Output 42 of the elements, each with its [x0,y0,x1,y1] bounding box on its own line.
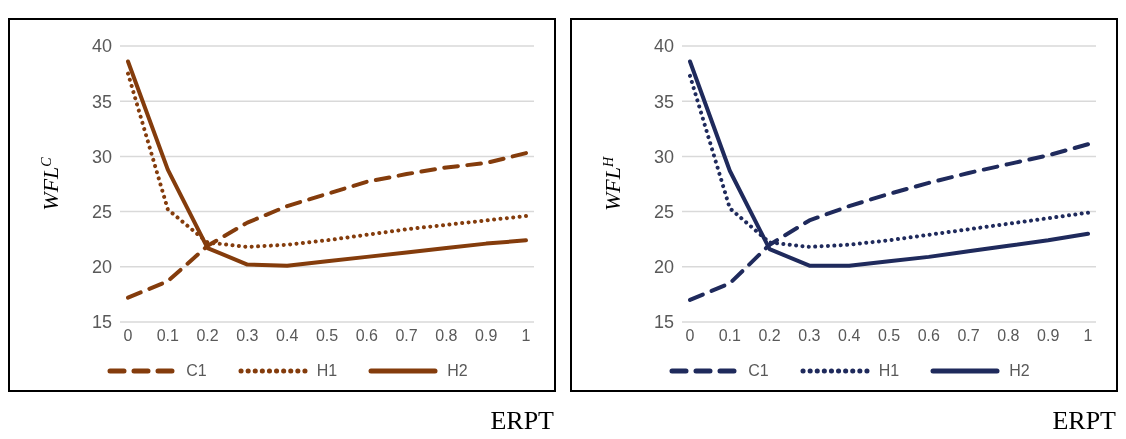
y-tick-label: 25 [91,201,112,222]
x-tick-label: 0.3 [798,327,821,345]
x-tick-label: 0.5 [877,327,901,345]
x-tick-label: 0.9 [1037,327,1060,345]
y-tick-label: 25 [653,201,674,222]
x-tick-label: 0.7 [957,327,980,345]
x-axis-title: ERPT [1052,406,1116,436]
y-tick-label: 20 [653,257,674,278]
x-tick-label: 0 [685,327,695,345]
y-tick-label: 40 [653,36,674,57]
legend-label: H2 [446,362,468,380]
y-tick-label: 30 [91,146,112,167]
x-tick-label: 0.8 [435,327,458,345]
x-tick-label: 0.3 [236,327,259,345]
x-tick-label: 0.7 [395,327,418,345]
x-tick-label: 0.2 [758,327,781,345]
y-tick-label: 15 [91,312,112,333]
x-tick-label: 0.5 [315,327,339,345]
legend-label: H1 [877,362,900,380]
x-tick-label: 1 [1083,327,1093,345]
x-tick-label: 0.2 [196,327,219,345]
legend-label: C1 [747,362,769,380]
x-tick-label: 1 [521,327,531,345]
x-tick-label: 0.4 [838,327,861,345]
x-tick-label: 0.9 [475,327,498,345]
x-tick-label: 0.6 [917,327,941,345]
x-tick-label: 0.1 [156,327,180,345]
x-tick-label: 0.4 [276,327,299,345]
x-axis-title: ERPT [490,406,554,436]
y-tick-label: 30 [653,146,674,167]
y-tick-label: 35 [91,91,112,112]
x-tick-label: 0.8 [997,327,1020,345]
x-tick-label: 0.6 [355,327,379,345]
y-tick-label: 40 [91,36,112,57]
x-tick-label: 0.1 [718,327,742,345]
x-tick-label: 0 [123,327,133,345]
y-tick-label: 20 [91,257,112,278]
y-tick-label: 35 [653,91,674,112]
y-tick-label: 15 [653,312,674,333]
legend-label: H2 [1008,362,1030,380]
legend-label: H1 [315,362,338,380]
legend-label: C1 [185,362,207,380]
